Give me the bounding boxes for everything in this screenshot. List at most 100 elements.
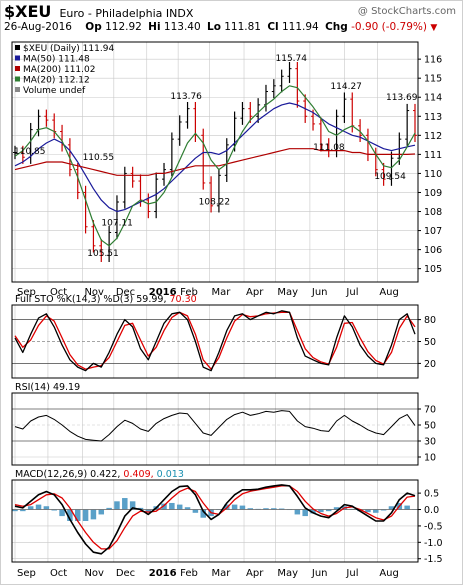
hi-label: Hi [148,21,161,33]
bottom-xaxis-month-label: Sep [17,568,36,579]
rsi-ytick-label: 30 [424,437,436,448]
macd-histogram-bar [27,506,34,510]
price-xaxis-month-label: May [277,287,298,298]
macd-ytick-label: 0.5 [424,489,439,500]
macd-histogram-bar [82,509,89,521]
macd-histogram-bar [129,501,136,510]
price-legend-swatch [15,76,20,82]
title-line: $XEU Euro - Philadelphia INDX [4,2,193,21]
chart-header: $XEU Euro - Philadelphia INDX @ StockCha… [0,0,464,40]
price-annotation: 110.85 [14,147,46,157]
macd-histogram-bar [325,509,332,512]
bottom-xaxis-month-label: Jun [311,568,328,579]
price-legend-entry: Volume undef [23,86,86,96]
macd-ytick-label: 0.0 [424,505,439,516]
price-legend-entry: MA(20) 112.12 [23,76,90,86]
price-ytick-label: 110 [424,169,442,180]
bottom-xaxis-month-label: Mar [212,568,232,579]
price-ytick-label: 115 [424,74,442,85]
price-ytick-label: 107 [424,226,442,237]
sto-panel-border [11,304,419,379]
macd-legend-part: 0.422, [90,469,123,480]
price-annotation: 113.69 [386,93,418,103]
symbol-label: $XEU [4,2,52,21]
macd-histogram-bar [388,506,395,510]
price-legend-swatch [15,55,20,61]
macd-histogram-bar [404,505,410,510]
sto-legend-part: Full STO %K(14,3) %D(3) [15,294,136,305]
rsi-line [14,410,416,442]
price-xaxis-month-label: Dec [116,287,135,298]
macd-signal-line [14,485,416,550]
macd-legend-part: 0.409, [123,469,156,480]
cl-label: Cl [267,21,279,33]
price-annotation: 115.74 [276,54,308,64]
price-xaxis-month-label: 2016 [149,287,177,298]
sto-d-line [14,311,416,370]
macd-histogram-bar [98,509,105,515]
date-label: 26-Aug-2016 [4,21,72,33]
price-xaxis-month-label: Jun [311,287,328,298]
price-ytick-label: 116 [424,55,442,66]
macd-histogram-bar [365,509,371,513]
rsi-legend: RSI(14) 49.19 [15,382,80,393]
price-xaxis-month-label: Mar [212,287,232,298]
price-ytick-label: 105 [424,264,442,275]
sto-legend-part: 59.99, [136,294,169,305]
price-annotation: 105.51 [87,249,119,259]
op-label: Op [85,21,102,33]
macd-histogram-bar [310,509,316,514]
price-legend-swatch [15,66,20,71]
bottom-xaxis-month-label: Jul [345,568,358,579]
macd-legend-part: 0.013 [157,469,184,480]
macd-line [14,484,416,555]
price-legend-entry: MA(200) 111.02 [23,65,95,75]
macd-histogram-bar [247,508,254,510]
macd-histogram-bar [231,504,238,510]
macd-histogram-bar [373,509,379,513]
rsi-panel-border [11,392,419,466]
price-xaxis-month-label: Jul [345,287,358,298]
macd-histogram-bar [271,508,277,510]
lo-label: Lo [207,21,221,33]
macd-histogram-bar [192,509,199,513]
price-xaxis-month-label: Sep [17,287,36,298]
ohlc-line: 26-Aug-2016 Op 112.92 Hi 113.40 Lo 111.8… [4,21,437,33]
price-ytick-label: 108 [424,207,442,218]
price-ytick-label: 111 [424,150,442,161]
price-annotation: 114.27 [330,82,362,92]
macd-ytick-label: -1.0 [424,538,443,549]
macd-histogram-bar [200,509,206,518]
rsi-ytick-label: 50 [424,421,436,432]
hi-value: 113.40 [163,21,201,33]
price-annotation: 111.08 [313,143,345,153]
price-annotation: 113.76 [170,92,202,102]
macd-histogram-bar [380,509,387,511]
macd-histogram-bar [318,509,324,513]
price-legend-swatch [15,87,20,92]
down-arrow-icon: ▼ [430,23,438,33]
macd-panel-border [11,479,419,563]
macd-histogram-bar [90,509,97,520]
bottom-xaxis-month-label: Aug [379,568,399,579]
bottom-xaxis-month-label: Apr [246,568,264,579]
bottom-xaxis-month-label: 2016 [149,568,177,579]
bottom-xaxis-month-label: Feb [180,568,198,579]
instrument-name: Euro - Philadelphia INDX [59,7,194,20]
macd-histogram-bar [176,504,183,510]
macd-histogram-bar [59,509,65,517]
rsi-ytick-label: 10 [424,453,436,464]
macd-histogram-bar [145,509,152,512]
price-annotation: 110.55 [83,153,115,163]
macd-histogram-bar [106,507,112,510]
chg-label: Chg [325,21,348,33]
macd-histogram-bar [67,509,73,521]
bottom-xaxis-month-label: Dec [116,568,135,579]
macd-histogram-bar [263,508,269,510]
macd-ytick-label: -0.5 [424,521,443,532]
price-xaxis-month-label: Feb [180,287,198,298]
cl-value: 111.94 [282,21,319,33]
watermark: @ StockCharts.com [357,6,456,17]
